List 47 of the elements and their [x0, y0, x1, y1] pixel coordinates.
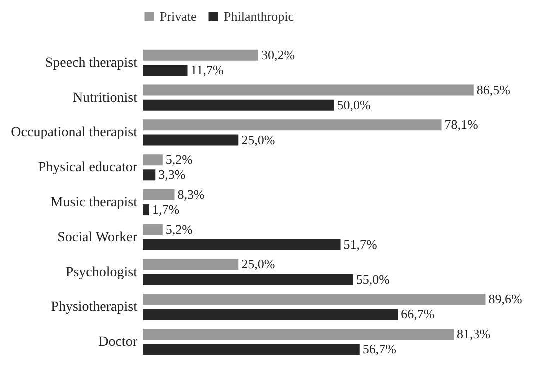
- data-label: 1,7%: [152, 202, 180, 218]
- bar: [143, 204, 150, 216]
- data-label: 81,3%: [456, 326, 491, 342]
- bar: [143, 309, 398, 320]
- bar: [143, 134, 239, 146]
- bar: [143, 120, 442, 131]
- data-label: 51,7%: [344, 236, 378, 252]
- bar: [143, 64, 188, 76]
- legend-label: Philanthropic: [224, 8, 294, 24]
- legend-label: Private: [160, 8, 198, 24]
- y-tick-label: Psychologist: [66, 265, 138, 280]
- data-label: 25,0%: [242, 256, 276, 272]
- y-tick-label: Doctor: [98, 335, 138, 350]
- y-tick-label: Speech therapist: [45, 56, 138, 71]
- data-label: 66,7%: [401, 306, 435, 322]
- y-tick-label: Nutritionist: [72, 90, 138, 106]
- data-label: 25,0%: [242, 132, 276, 148]
- y-tick-label: Physical educator: [38, 160, 138, 176]
- data-label: 55,0%: [356, 272, 390, 287]
- data-label: 8,3%: [178, 186, 205, 202]
- y-tick-label: Occupational therapist: [11, 126, 138, 141]
- bar: [143, 50, 259, 61]
- data-label: 50,0%: [337, 97, 372, 112]
- bar: [143, 294, 486, 306]
- bar: [143, 259, 239, 270]
- data-label: 5,2%: [166, 222, 194, 237]
- bar: [143, 329, 454, 340]
- y-tick-label: Music therapist: [50, 196, 138, 210]
- y-tick-label: Social Worker: [58, 230, 138, 246]
- data-label: 3,3%: [158, 167, 186, 182]
- bar: [143, 170, 156, 181]
- data-label: 56,7%: [362, 342, 397, 357]
- bar: [143, 100, 334, 111]
- data-label: 30,2%: [262, 47, 296, 62]
- y-tick-label: Physiotherapist: [51, 300, 138, 316]
- data-label: 89,6%: [488, 292, 522, 307]
- data-label: 86,5%: [476, 82, 511, 98]
- data-label: 78,1%: [444, 117, 478, 132]
- bar: [143, 84, 474, 96]
- data-label: 5,2%: [166, 152, 194, 168]
- bar: [143, 274, 354, 286]
- bar: [143, 344, 360, 356]
- bar: [143, 239, 341, 250]
- data-label: 11,7%: [190, 62, 224, 78]
- bar: [143, 189, 175, 200]
- bar: [143, 224, 163, 236]
- bar: [143, 154, 163, 166]
